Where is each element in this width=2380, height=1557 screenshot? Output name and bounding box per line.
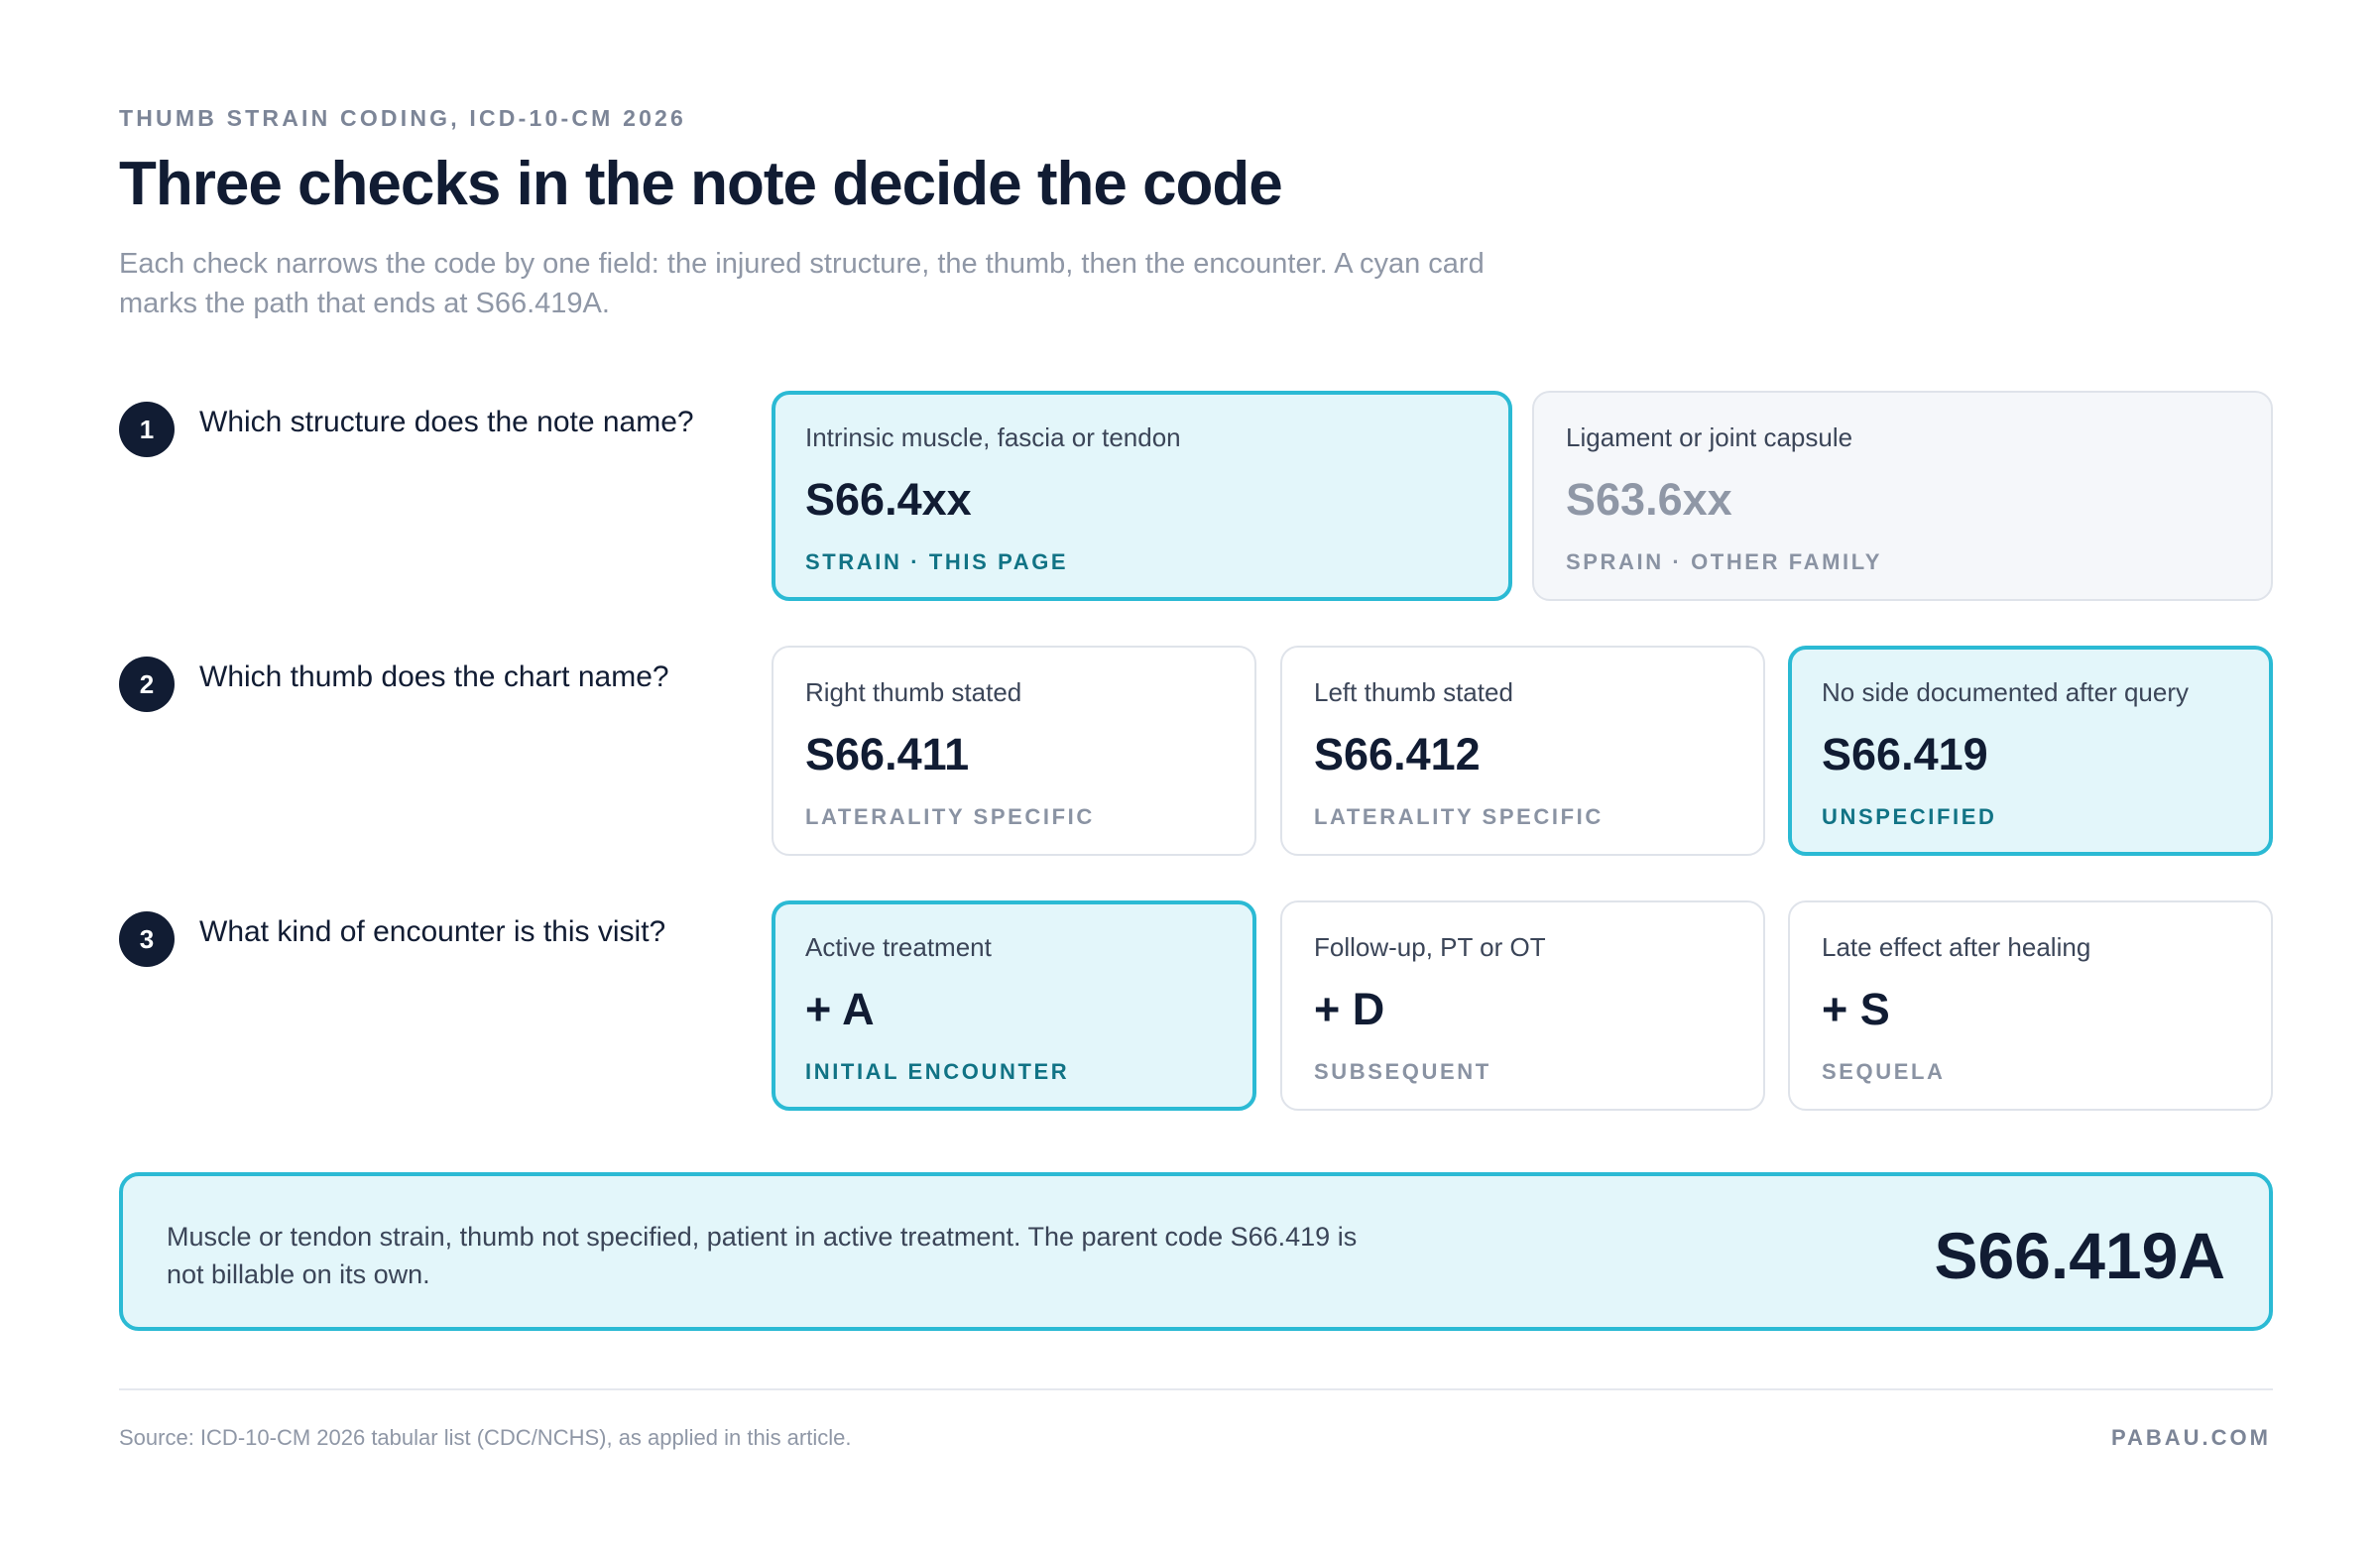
step-question: Which structure does the note name?: [199, 406, 694, 438]
option-label: Intrinsic muscle, fascia or tendon: [805, 422, 1181, 452]
page-subtitle: Each check narrows the code by one field…: [119, 248, 1485, 319]
result-code: S66.419A: [1934, 1219, 2225, 1292]
step-question: What kind of encounter is this visit?: [199, 915, 666, 948]
step-number-badge: 3: [119, 911, 175, 967]
step-number-badge: 1: [119, 402, 175, 457]
option-code: + A: [805, 984, 875, 1034]
option-code: S66.419: [1822, 729, 1988, 779]
coding-decision-diagram: THUMB STRAIN CODING, ICD-10-CM 2026 Thre…: [119, 0, 2273, 1557]
step-2: 2 Which thumb does the chart name?: [119, 657, 754, 716]
eyebrow-label: THUMB STRAIN CODING, ICD-10-CM 2026: [119, 105, 687, 131]
option-code: S66.412: [1314, 729, 1481, 779]
option-code: S63.6xx: [1566, 474, 1732, 525]
brand-link[interactable]: PABAU.COM: [2110, 1425, 2271, 1450]
option-code: S66.4xx: [805, 474, 972, 525]
option-tag: SEQUELA: [1822, 1059, 1946, 1084]
step-question: Which thumb does the chart name?: [199, 660, 669, 693]
option-label: No side documented after query: [1822, 677, 2189, 707]
option-code: + D: [1314, 984, 1385, 1034]
option-tag: LATERALITY SPECIFIC: [1314, 804, 1604, 829]
option-label: Ligament or joint capsule: [1566, 422, 1853, 452]
option-tag: STRAIN · THIS PAGE: [805, 549, 1069, 574]
option-tag: SUBSEQUENT: [1314, 1059, 1491, 1084]
source-note: Source: ICD-10-CM 2026 tabular list (CDC…: [119, 1425, 852, 1450]
option-code: + S: [1822, 984, 1890, 1034]
option-label: Late effect after healing: [1822, 932, 2091, 962]
option-label: Right thumb stated: [805, 677, 1022, 707]
option-card-right-thumb[interactable]: Right thumb stated S66.411 LATERALITY SP…: [772, 646, 1256, 856]
footer-divider: [119, 1388, 2273, 1390]
step-3: 3 What kind of encounter is this visit?: [119, 911, 754, 971]
step-1: 1 Which structure does the note name?: [119, 402, 754, 461]
option-card-left-thumb[interactable]: Left thumb stated S66.412 LATERALITY SPE…: [1280, 646, 1765, 856]
option-label: Follow-up, PT or OT: [1314, 932, 1546, 962]
result-description: Muscle or tendon strain, thumb not speci…: [167, 1222, 1358, 1289]
page-title: Three checks in the note decide the code: [119, 150, 1283, 218]
option-label: Left thumb stated: [1314, 677, 1513, 707]
step-number-badge: 2: [119, 657, 175, 712]
option-tag: SPRAIN · OTHER FAMILY: [1566, 549, 1883, 574]
option-card-ligament[interactable]: Ligament or joint capsule S63.6xx SPRAIN…: [1532, 391, 2273, 601]
option-card-late-effect[interactable]: Late effect after healing + S SEQUELA: [1788, 900, 2273, 1111]
option-card-intrinsic-muscle[interactable]: Intrinsic muscle, fascia or tendon S66.4…: [772, 391, 1512, 601]
option-card-follow-up[interactable]: Follow-up, PT or OT + D SUBSEQUENT: [1280, 900, 1765, 1111]
option-tag: INITIAL ENCOUNTER: [805, 1059, 1070, 1084]
option-card-active-treatment[interactable]: Active treatment + A INITIAL ENCOUNTER: [772, 900, 1256, 1111]
option-tag: LATERALITY SPECIFIC: [805, 804, 1095, 829]
option-label: Active treatment: [805, 932, 992, 962]
option-code: S66.411: [805, 729, 970, 779]
option-card-no-side[interactable]: No side documented after query S66.419 U…: [1788, 646, 2273, 856]
result-panel: Muscle or tendon strain, thumb not speci…: [119, 1172, 2273, 1331]
option-tag: UNSPECIFIED: [1822, 804, 1997, 829]
